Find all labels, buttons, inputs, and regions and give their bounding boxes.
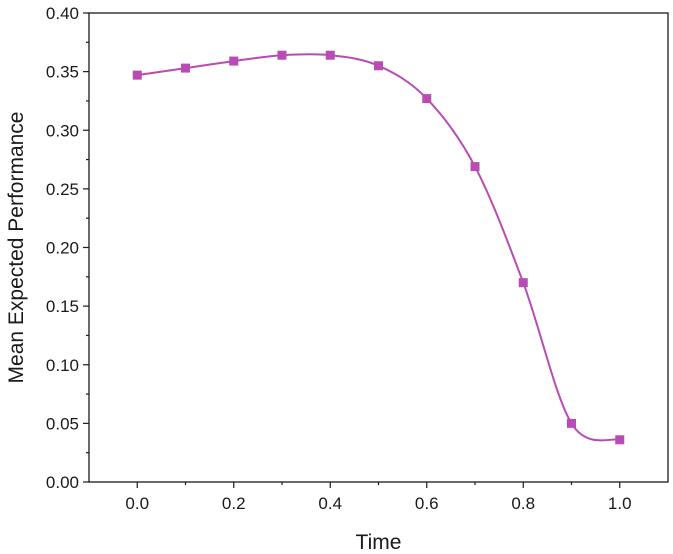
data-point-marker xyxy=(374,61,383,71)
data-point-marker xyxy=(518,278,528,288)
x-axis-title: Time xyxy=(356,531,402,554)
x-tick-label: 1.0 xyxy=(608,494,632,513)
data-point-marker xyxy=(567,418,576,428)
y-tick-label: 0.05 xyxy=(46,414,79,433)
axis-ticks-layer: 0.00 0.05 0.10 0.15 0.20 0.25 0.30 0.35 0.40 0.0 0… xyxy=(46,4,632,513)
data-point-marker xyxy=(277,50,287,60)
data-point-marker xyxy=(229,56,239,66)
x-tick-label: 0.2 xyxy=(222,494,246,513)
x-tick-label: 0.0 xyxy=(125,494,149,513)
data-point-marker xyxy=(325,50,335,60)
x-tick-label: 0.8 xyxy=(511,494,535,513)
data-point-marker xyxy=(422,94,432,104)
data-point-marker xyxy=(181,63,190,73)
y-tick-label: 0.00 xyxy=(46,473,79,492)
data-point-marker xyxy=(615,435,625,445)
data-point-marker xyxy=(470,162,480,172)
y-tick-label: 0.25 xyxy=(46,180,79,199)
series-line xyxy=(137,53,621,442)
y-tick-label: 0.35 xyxy=(46,63,79,82)
y-tick-label: 0.15 xyxy=(46,297,79,316)
y-tick-label: 0.20 xyxy=(46,239,79,258)
plot-frame xyxy=(88,12,669,483)
plot-frame-layer xyxy=(88,12,669,483)
x-tick-label: 0.6 xyxy=(415,494,439,513)
y-axis-title: Mean Expected Performance xyxy=(5,112,28,384)
y-tick-label: 0.10 xyxy=(46,356,79,375)
series-marker-layer xyxy=(132,50,625,445)
y-tick-label: 0.40 xyxy=(46,4,79,23)
data-point-marker xyxy=(132,70,142,80)
series-line-layer xyxy=(137,53,621,442)
y-tick-label: 0.30 xyxy=(46,121,79,140)
x-tick-label: 0.4 xyxy=(318,494,342,513)
